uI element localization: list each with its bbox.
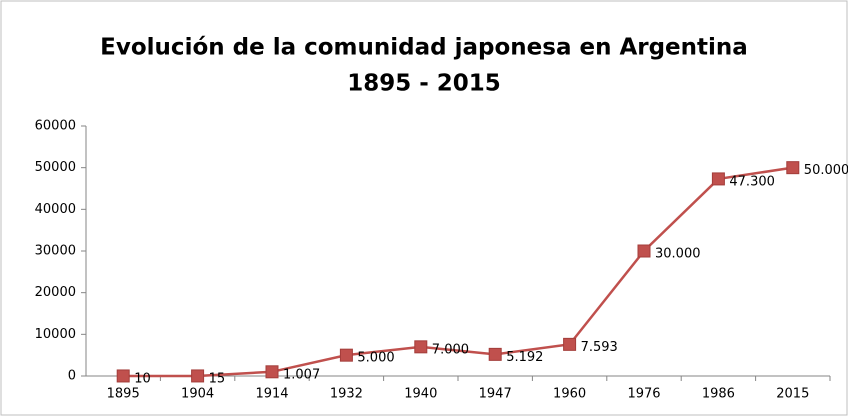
x-tick-label: 1947 (479, 387, 512, 402)
data-label: 5.192 (506, 350, 543, 365)
y-tick-label: 50000 (35, 160, 76, 175)
y-tick-label: 40000 (35, 202, 76, 217)
y-tick-label: 10000 (35, 327, 76, 342)
data-label: 1.007 (283, 367, 320, 382)
data-label: 10 (134, 371, 151, 386)
marker (265, 365, 279, 379)
x-tick-label: 1940 (404, 387, 437, 402)
x-tick-label: 1960 (553, 387, 586, 402)
data-label: 47.300 (729, 174, 775, 189)
marker (563, 337, 577, 351)
marker (488, 347, 502, 361)
chart-title: Evolución de la comunidad japonesa en Ar… (100, 35, 748, 61)
marker (339, 348, 353, 362)
series-line (123, 166, 793, 378)
marker (414, 340, 428, 354)
x-tick-label: 1895 (107, 387, 140, 402)
y-tick-label: 0 (68, 369, 76, 384)
data-label: 7.593 (581, 340, 618, 355)
y-tick-label: 20000 (35, 285, 76, 300)
x-tick-label: 1914 (255, 387, 288, 402)
data-label: 50.000 (804, 163, 848, 178)
x-tick-label: 2015 (776, 387, 809, 402)
y-tick-label: 30000 (35, 244, 76, 259)
x-tick-label: 1932 (330, 387, 363, 402)
x-tick-label: 1976 (627, 387, 660, 402)
marker (191, 369, 205, 383)
x-tick-label: 1986 (702, 387, 735, 402)
marker (786, 161, 800, 175)
marker (116, 369, 130, 383)
marker (711, 172, 725, 186)
data-label: 15 (209, 371, 226, 386)
data-label: 5.000 (357, 351, 394, 366)
data-label: 30.000 (655, 247, 701, 262)
data-label: 7.000 (432, 342, 469, 357)
chart-subtitle: 1895 - 2015 (347, 71, 501, 97)
x-tick-label: 1904 (181, 387, 214, 402)
y-tick-label: 60000 (35, 119, 76, 134)
marker (637, 244, 651, 258)
